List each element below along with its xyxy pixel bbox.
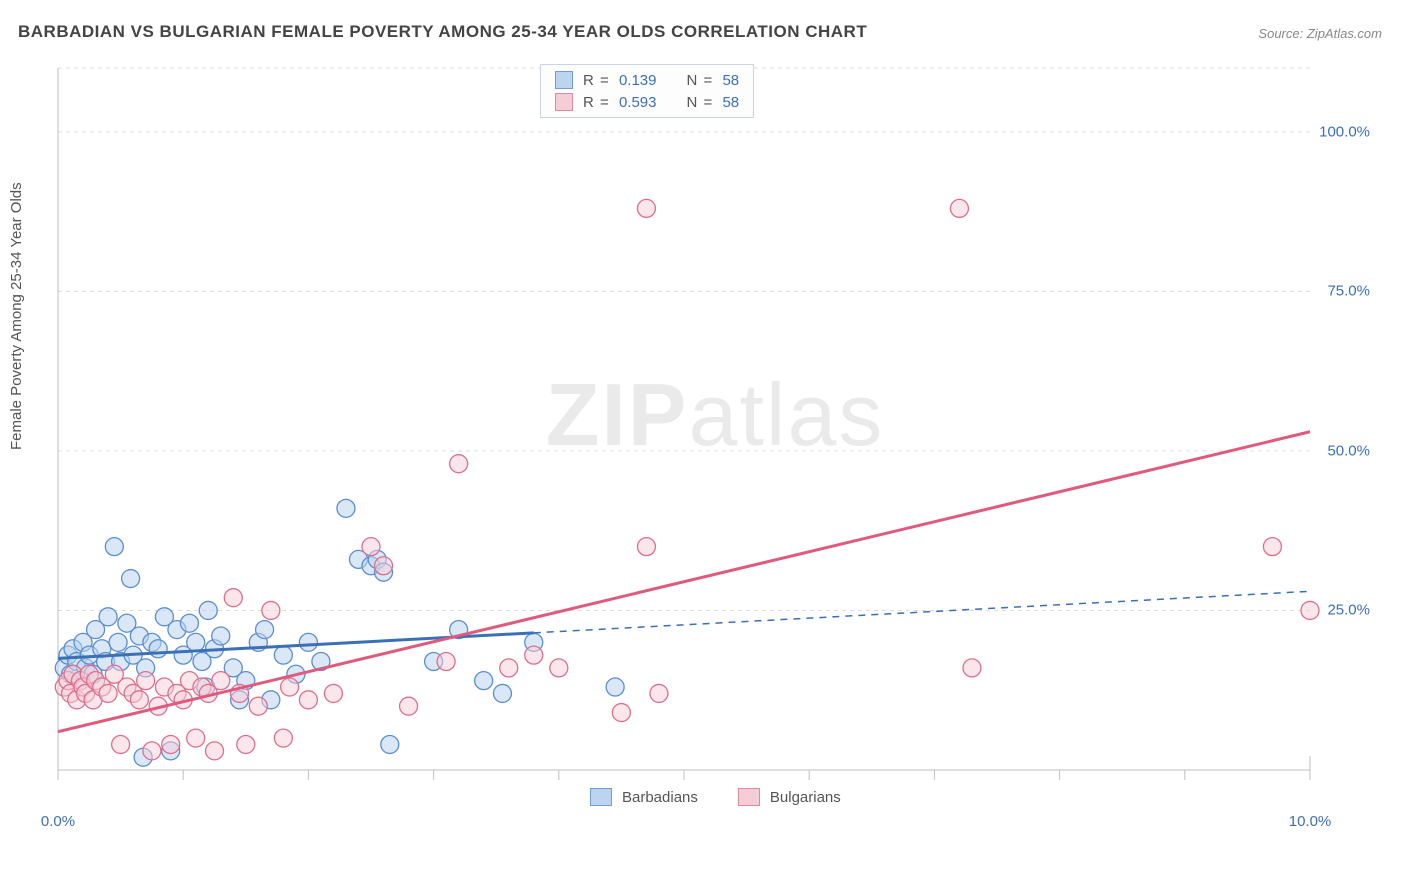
bottom-legend: Barbadians Bulgarians [590,788,841,806]
legend-swatch-barbadians [590,788,612,806]
x-tick-label: 0.0% [41,813,75,830]
source-label: Source: [1258,26,1303,41]
stats-swatch-bulgarians [555,93,573,111]
y-tick-label: 100.0% [1319,123,1370,140]
n-label: N [687,94,698,111]
legend-label-bulgarians: Bulgarians [770,789,841,806]
equals-sign: = [699,72,716,89]
y-axis-label: Female Poverty Among 25-34 Year Olds [8,182,25,450]
legend-label-barbadians: Barbadians [622,789,698,806]
legend-item-barbadians: Barbadians [590,788,698,806]
y-tick-label: 25.0% [1327,602,1370,619]
source-value: ZipAtlas.com [1307,26,1382,41]
chart-title: BARBADIAN VS BULGARIAN FEMALE POVERTY AM… [18,22,867,42]
y-tick-label: 50.0% [1327,442,1370,459]
legend-swatch-bulgarians [738,788,760,806]
equals-sign: = [596,94,613,111]
r-label: R [583,72,594,89]
stats-swatch-barbadians [555,71,573,89]
r-value: 0.593 [619,94,657,111]
r-value: 0.139 [619,72,657,89]
equals-sign: = [699,94,716,111]
y-tick-label: 75.0% [1327,283,1370,300]
n-value: 58 [722,94,739,111]
stats-legend-box: R = 0.139 N = 58 R = 0.593 N = 58 [540,64,754,118]
stats-row-barbadians: R = 0.139 N = 58 [541,69,753,91]
r-label: R [583,94,594,111]
source-attribution: Source: ZipAtlas.com [1258,26,1382,41]
legend-item-bulgarians: Bulgarians [738,788,841,806]
equals-sign: = [596,72,613,89]
chart-area: ZIPatlas R = 0.139 N = 58 R = 0.593 N = … [50,60,1380,800]
n-value: 58 [722,72,739,89]
x-tick-label: 10.0% [1289,813,1332,830]
chart-svg [50,60,1380,800]
n-label: N [687,72,698,89]
stats-row-bulgarians: R = 0.593 N = 58 [541,91,753,113]
